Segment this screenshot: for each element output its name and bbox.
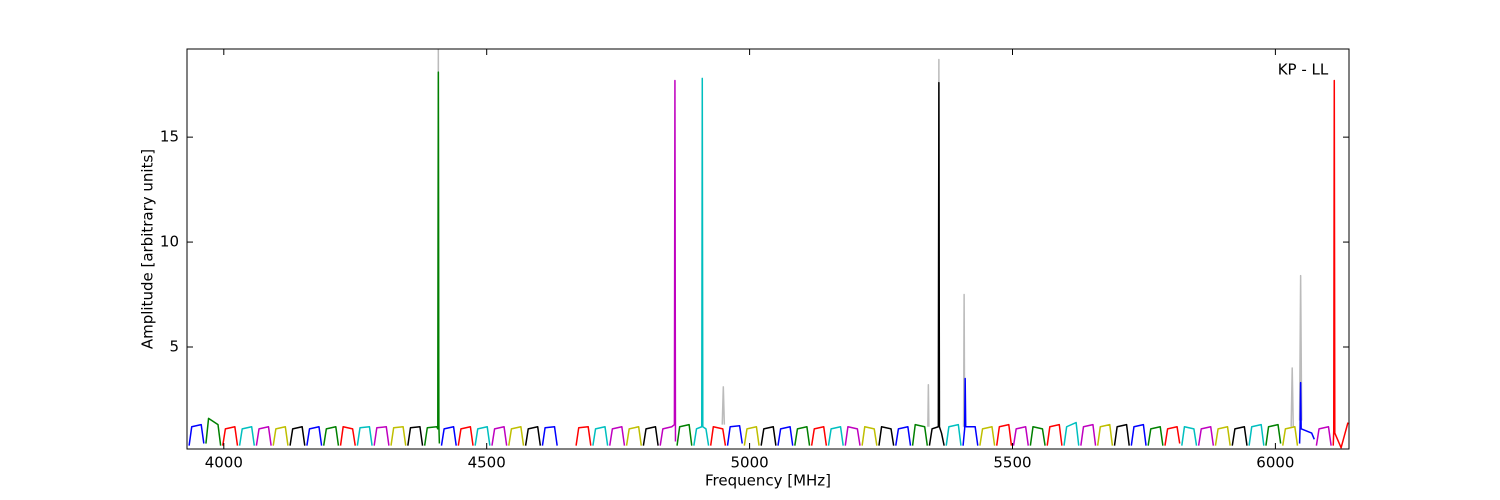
y-tick-label: 10 <box>160 233 179 251</box>
x-axis-label: Frequency [MHz] <box>705 472 831 490</box>
spectrum-line <box>205 71 1282 446</box>
spectrum-line <box>289 81 1248 446</box>
y-axis-label: Amplitude [arbitrary units] <box>139 149 157 349</box>
annotation: KP - LL <box>1278 61 1329 79</box>
y-tick-label: 5 <box>169 338 179 356</box>
spectrum-line <box>272 423 1299 446</box>
axes-frame <box>186 48 1350 450</box>
x-tick-label: 4000 <box>205 454 243 472</box>
x-tick-label: 5500 <box>993 454 1031 472</box>
spectrum-line <box>222 79 1349 449</box>
x-tick-label: 6000 <box>1256 454 1294 472</box>
spectrum-line <box>437 49 1303 427</box>
y-tick-label: 15 <box>160 128 179 146</box>
x-tick-label: 5000 <box>731 454 769 472</box>
spectrum-line <box>188 377 1315 446</box>
plot-area <box>188 49 1349 449</box>
x-tick-label: 4500 <box>468 454 506 472</box>
spectrum-line <box>255 79 1332 446</box>
spectrum-line <box>238 77 1265 446</box>
